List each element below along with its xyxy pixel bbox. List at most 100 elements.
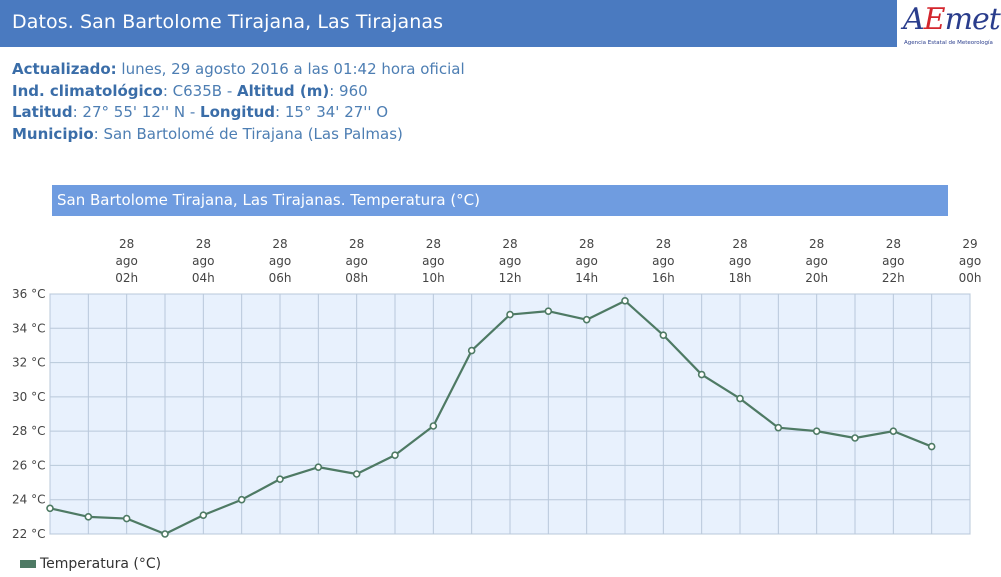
legend-label: Temperatura (°C)	[40, 556, 162, 572]
x-tick-label: 28	[426, 237, 441, 251]
data-point	[889, 427, 898, 435]
station-metadata: Actualizado: lunes, 29 agosto 2016 a las…	[12, 59, 465, 145]
data-point	[352, 470, 361, 478]
x-tick-label: 18h	[729, 271, 752, 285]
x-tick-label: 10h	[422, 271, 445, 285]
series-line	[49, 299, 933, 536]
x-tick-label: ago	[499, 254, 521, 268]
x-tick-label: ago	[116, 254, 138, 268]
x-tick-label: 20h	[805, 271, 828, 285]
data-point	[161, 530, 169, 538]
x-tick-label: 28	[119, 237, 134, 251]
x-tick-label: 02h	[115, 271, 138, 285]
x-tick-label: ago	[729, 254, 751, 268]
latitude-value: : 27° 55' 12'' N -	[72, 103, 201, 122]
x-tick-label: 14h	[575, 271, 598, 285]
x-tick-label: 22h	[882, 271, 905, 285]
data-point	[199, 511, 208, 519]
logo-letters-met: met	[944, 2, 1001, 37]
x-tick-label: 16h	[652, 271, 675, 285]
data-point	[429, 422, 438, 430]
logo-letter-e: E	[923, 2, 946, 37]
header-bar: Datos. San Bartolome Tirajana, Las Tiraj…	[0, 0, 897, 47]
data-point	[659, 331, 668, 339]
data-point	[774, 423, 783, 432]
station-line: Ind. climatológico: C635B - Altitud (m):…	[12, 81, 465, 103]
x-tick-label: ago	[882, 254, 904, 268]
x-tick-label: 28	[809, 237, 824, 251]
x-tick-label: 04h	[192, 271, 215, 285]
data-point	[621, 297, 629, 305]
legend-swatch	[20, 560, 36, 568]
x-tick-label: 28	[349, 237, 364, 251]
data-point	[46, 504, 54, 513]
chart-title-bar: San Bartolome Tirajana, Las Tirajanas. T…	[52, 185, 948, 216]
logo-wordmark: AEmet	[903, 2, 1001, 37]
data-point	[582, 315, 591, 324]
x-tick-label: ago	[269, 254, 291, 268]
y-tick-label: 28 °C	[12, 424, 45, 438]
logo-tagline: Agencia Estatal de Meteorología	[904, 40, 993, 46]
data-point	[927, 442, 936, 451]
coordinates-line: Latitud: 27° 55' 12'' N - Longitud: 15° …	[12, 102, 465, 124]
x-tick-label: 00h	[959, 271, 982, 285]
x-tick-label: ago	[192, 254, 214, 268]
data-point	[276, 475, 284, 483]
x-tick-label: ago	[346, 254, 368, 268]
logo-letter-a: A	[903, 2, 925, 37]
data-point	[122, 514, 131, 523]
y-tick-label: 36 °C	[12, 287, 45, 301]
data-point	[697, 370, 706, 379]
x-tick-label: ago	[806, 254, 828, 268]
x-tick-label: ago	[422, 254, 444, 268]
municipality-label: Municipio	[12, 124, 94, 143]
data-point	[314, 463, 323, 471]
data-point	[391, 451, 399, 459]
x-tick-label: 08h	[345, 271, 368, 285]
x-tick-label: 28	[656, 237, 671, 251]
y-tick-label: 26 °C	[12, 458, 45, 472]
data-point	[506, 310, 514, 319]
x-tick-label: 28	[502, 237, 517, 251]
x-tick-label: 28	[732, 237, 747, 251]
data-point	[736, 394, 744, 403]
x-tick-label: ago	[576, 254, 598, 268]
data-point	[544, 307, 553, 315]
data-point	[237, 495, 246, 504]
chart-legend[interactable]: Temperatura (°C)	[20, 556, 161, 572]
altitude-label: Altitud (m)	[237, 81, 330, 100]
chart-title: San Bartolome Tirajana, Las Tirajanas. T…	[57, 191, 480, 209]
updated-value: lunes, 29 agosto 2016 a las 01:42 hora o…	[116, 60, 465, 78]
municipality-value: : San Bartolomé de Tirajana (Las Palmas)	[93, 124, 403, 143]
y-tick-label: 24 °C	[12, 493, 45, 507]
y-tick-label: 22 °C	[12, 527, 45, 541]
x-tick-label: 12h	[499, 271, 522, 285]
data-point	[467, 346, 476, 355]
aemet-logo[interactable]: AEmet Agencia Estatal de Meteorología	[898, 0, 1001, 56]
latitude-label: Latitud	[12, 103, 73, 122]
x-tick-label: ago	[959, 254, 981, 268]
longitude-label: Longitud	[200, 103, 276, 122]
x-tick-label: 28	[196, 237, 211, 251]
station-value: : C635B -	[162, 81, 238, 100]
longitude-value: : 15° 34' 27'' O	[275, 103, 389, 122]
y-tick-label: 32 °C	[12, 356, 45, 370]
altitude-value: : 960	[329, 81, 368, 100]
x-tick-label: 06h	[269, 271, 292, 285]
station-label: Ind. climatológico	[12, 81, 163, 100]
page-title: Datos. San Bartolome Tirajana, Las Tiraj…	[12, 11, 444, 33]
x-tick-label: 29	[962, 237, 977, 251]
updated-line: Actualizado: lunes, 29 agosto 2016 a las…	[12, 59, 465, 81]
data-point	[851, 434, 859, 442]
updated-label: Actualizado:	[12, 60, 117, 78]
data-point	[812, 427, 821, 435]
x-tick-label: ago	[652, 254, 674, 268]
y-tick-label: 30 °C	[12, 390, 45, 404]
x-tick-label: 28	[886, 237, 901, 251]
municipality-line: Municipio: San Bartolomé de Tirajana (La…	[12, 124, 465, 146]
y-tick-label: 34 °C	[12, 321, 45, 335]
data-point	[84, 513, 93, 521]
x-tick-label: 28	[272, 237, 287, 251]
x-tick-label: 28	[579, 237, 594, 251]
